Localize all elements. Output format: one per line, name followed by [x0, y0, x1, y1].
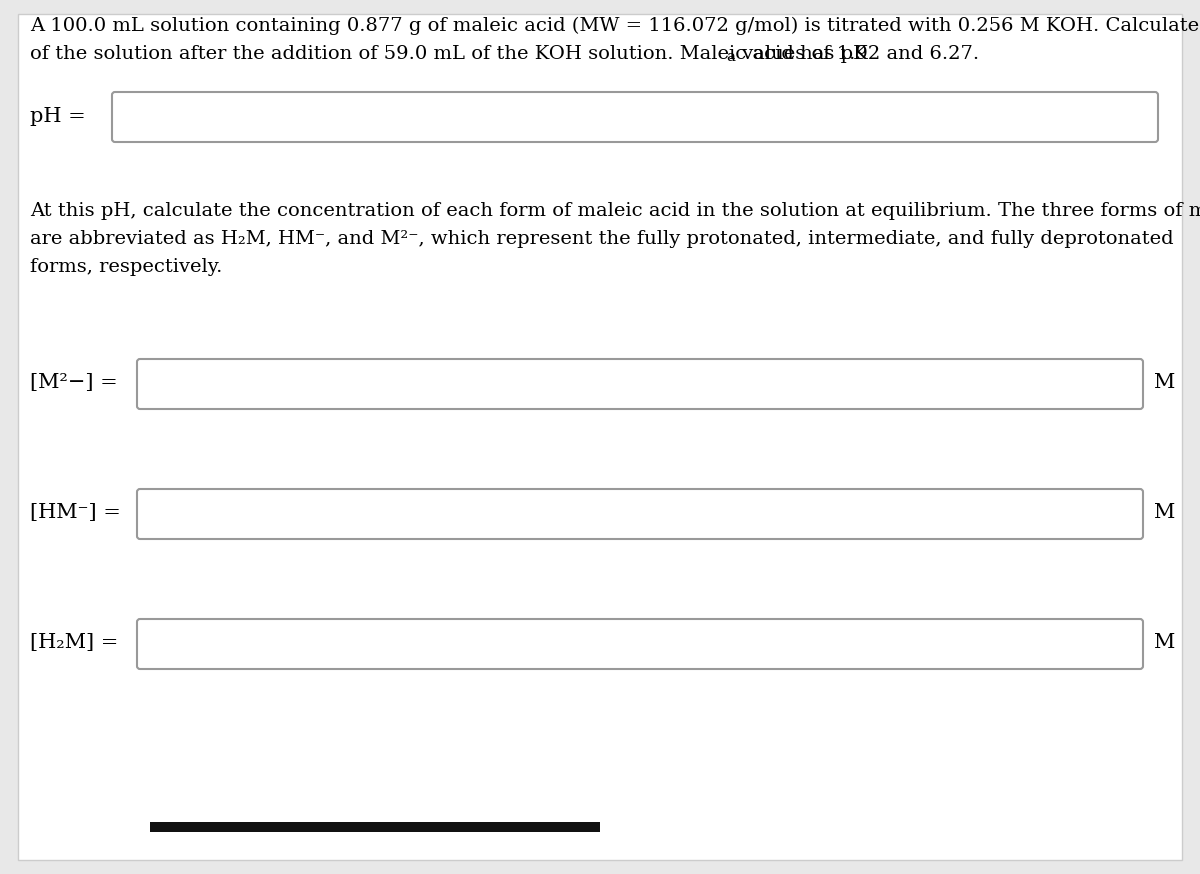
Text: M: M [1154, 633, 1175, 652]
Text: At this pH, calculate the concentration of each form of maleic acid in the solut: At this pH, calculate the concentration … [30, 202, 1200, 220]
Text: [H₂M] =: [H₂M] = [30, 633, 119, 652]
FancyBboxPatch shape [137, 359, 1142, 409]
Text: [M²−] =: [M²−] = [30, 373, 118, 392]
Text: forms, respectively.: forms, respectively. [30, 258, 222, 276]
FancyBboxPatch shape [137, 489, 1142, 539]
Text: A 100.0 mL solution containing 0.877 g of maleic acid (MW = 116.072 g/mol) is ti: A 100.0 mL solution containing 0.877 g o… [30, 17, 1200, 35]
Text: are abbreviated as H₂M, HM⁻, and M²⁻, which represent the fully protonated, inte: are abbreviated as H₂M, HM⁻, and M²⁻, wh… [30, 230, 1174, 248]
Text: M: M [1154, 373, 1175, 392]
Text: values of 1.92 and 6.27.: values of 1.92 and 6.27. [736, 45, 979, 63]
FancyBboxPatch shape [137, 619, 1142, 669]
FancyBboxPatch shape [18, 14, 1182, 860]
Bar [150, 822, 600, 832]
Text: M: M [1154, 503, 1175, 522]
Text: of the solution after the addition of 59.0 mL of the KOH solution. Maleic acid h: of the solution after the addition of 59… [30, 45, 868, 63]
FancyBboxPatch shape [112, 92, 1158, 142]
Text: [HM⁻] =: [HM⁻] = [30, 503, 121, 522]
Text: pH =: pH = [30, 107, 85, 126]
Text: a: a [726, 50, 734, 64]
